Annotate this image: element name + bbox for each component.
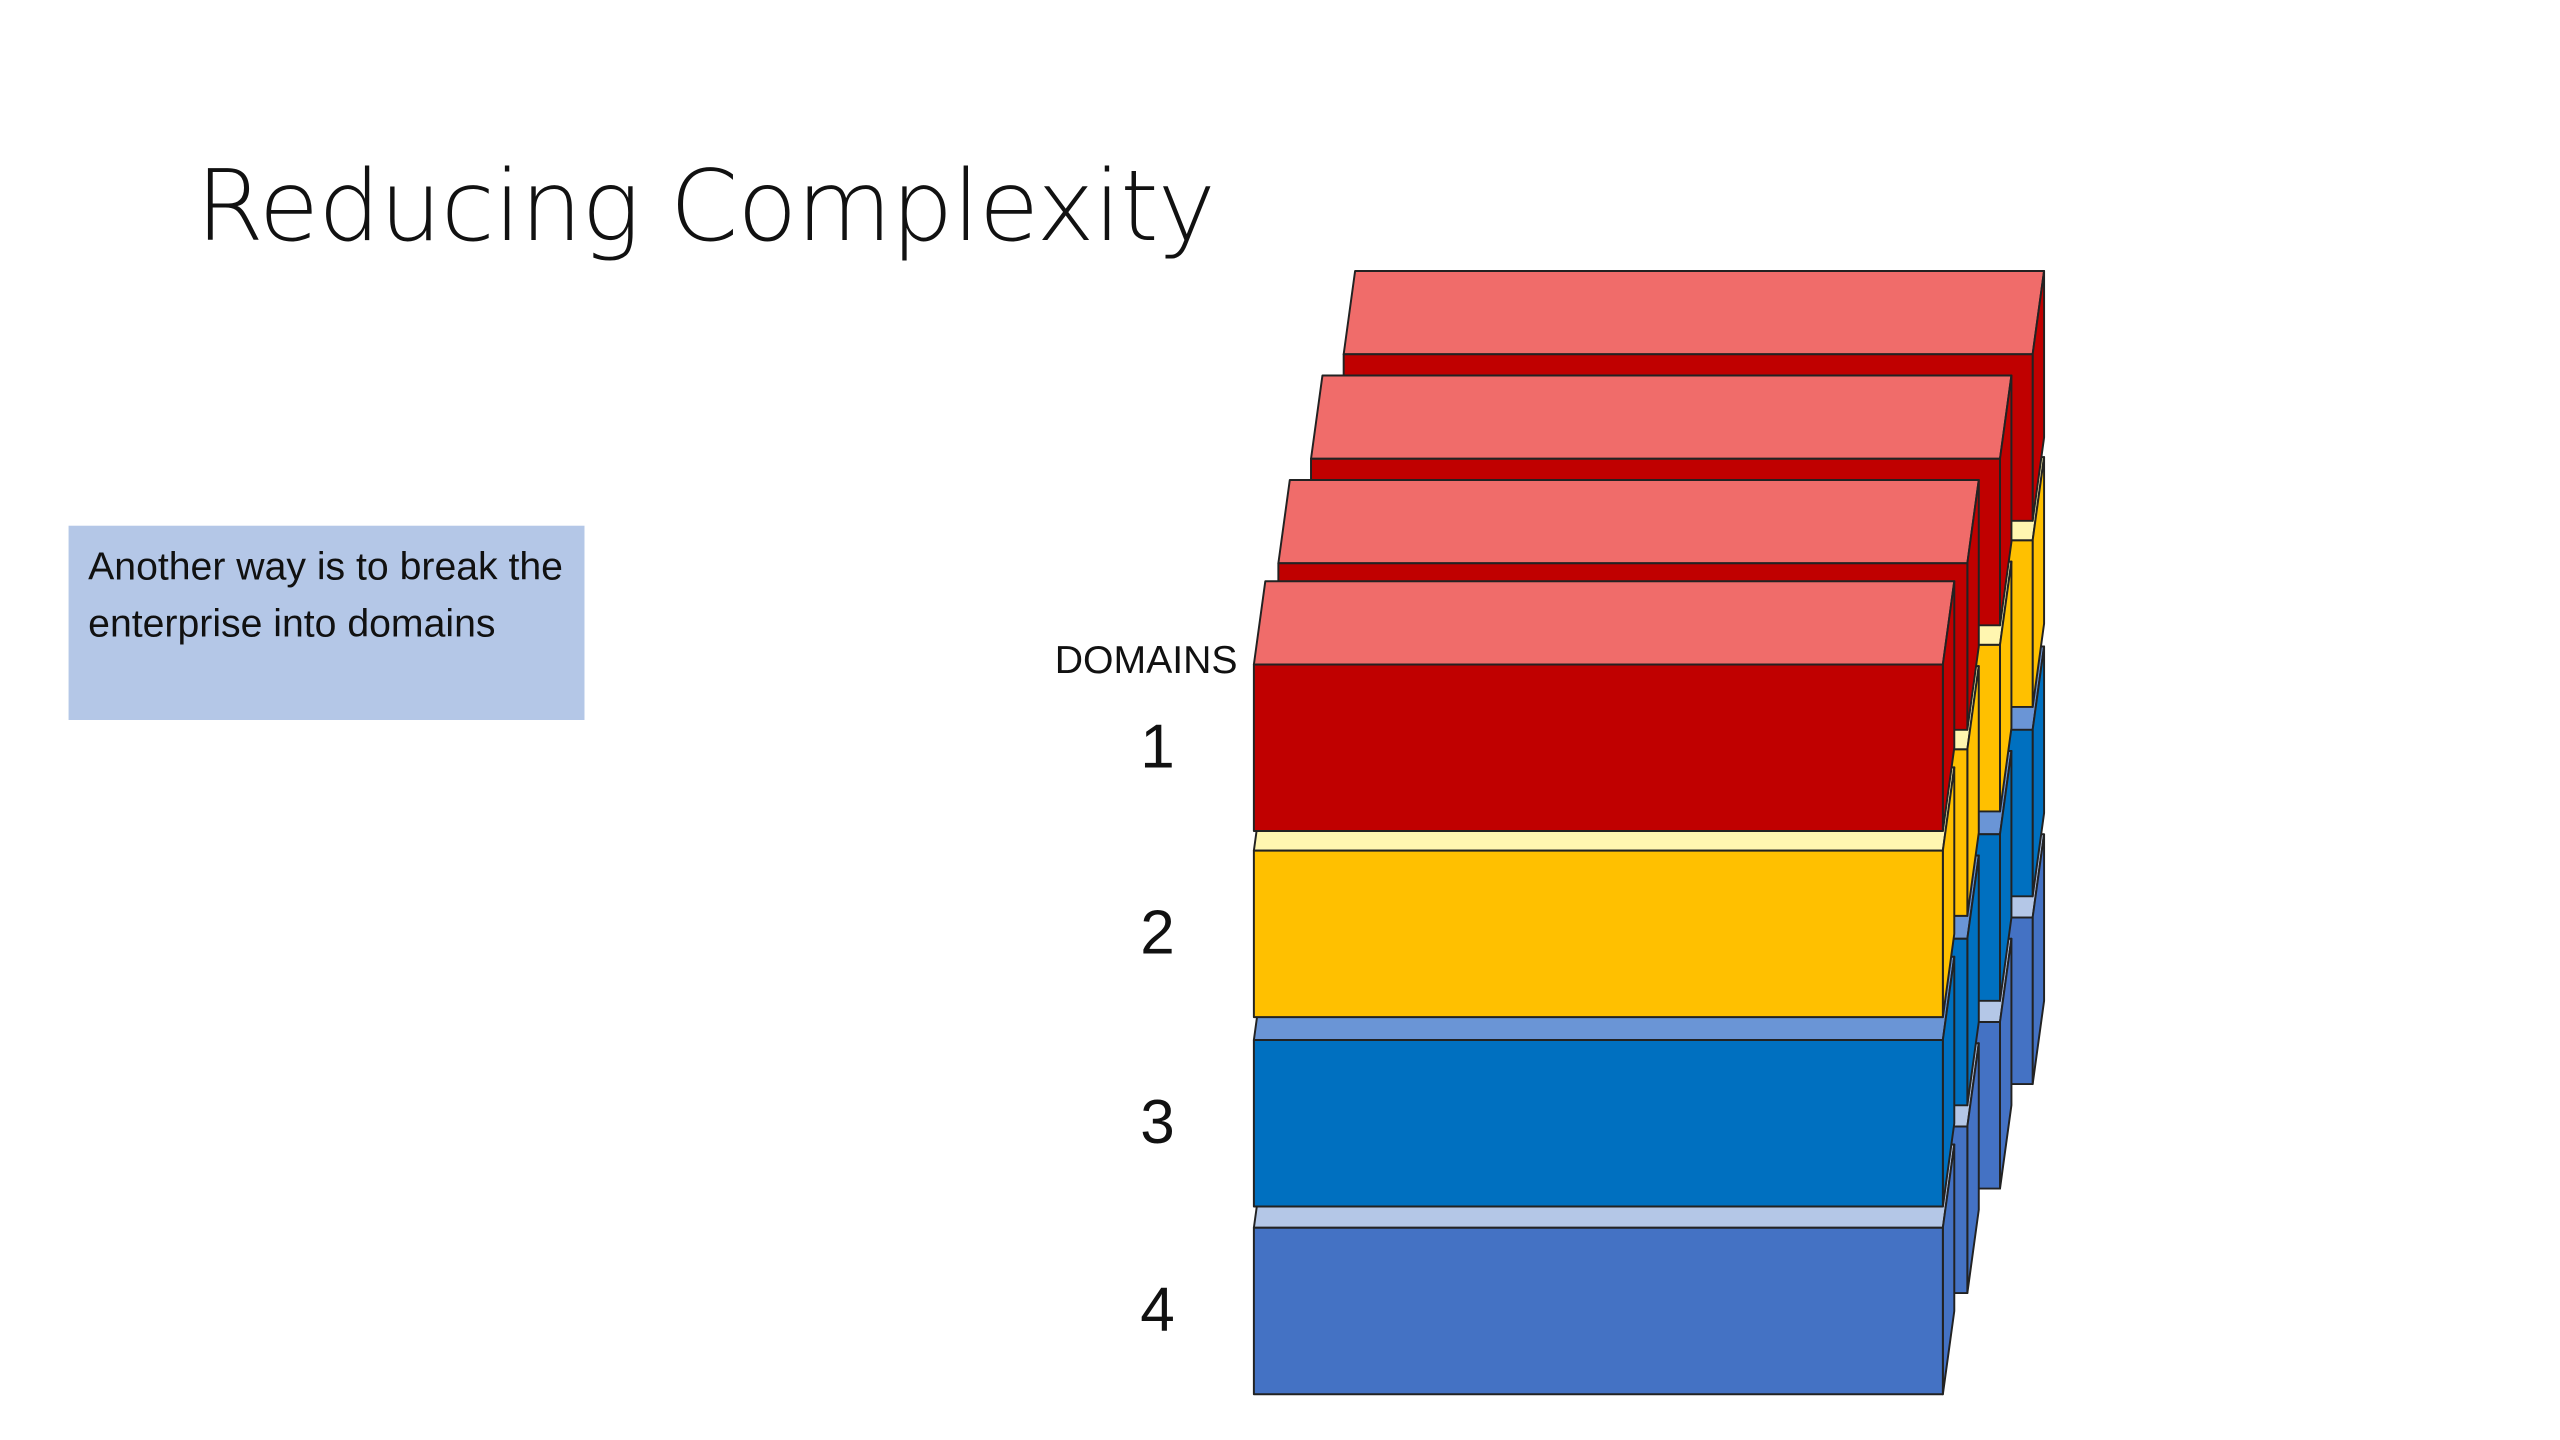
slab-top: [1342, 270, 2046, 356]
slab-front: [1252, 1226, 1944, 1396]
slab-top: [1252, 580, 1956, 666]
slab-front: [1252, 849, 1944, 1019]
layer-label: 3: [1140, 1088, 1175, 1157]
slab-top: [1277, 479, 1980, 565]
layer-label: 4: [1140, 1276, 1175, 1345]
slab-top: [1310, 374, 2013, 460]
layer-label: 1: [1140, 712, 1175, 781]
block-stack: [1252, 270, 2046, 1396]
slab-front: [1252, 663, 1944, 832]
slab-front: [1252, 1039, 1944, 1208]
callout: Another way is to break the enterprise i…: [68, 525, 585, 720]
diagram-heading: DOMAINS: [1055, 639, 1238, 682]
slide-title: Reducing Complexity: [195, 150, 1216, 265]
layer-label: 2: [1140, 899, 1175, 968]
